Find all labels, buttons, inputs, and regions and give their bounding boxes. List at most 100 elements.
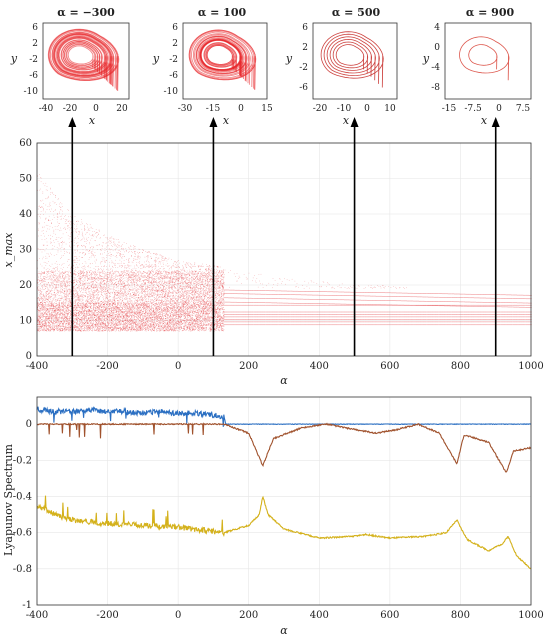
x-tick: 1000 bbox=[518, 610, 543, 621]
lyapunov-lines bbox=[36, 406, 532, 570]
y-tick: -2 bbox=[29, 55, 38, 65]
attractor-orbit bbox=[468, 44, 498, 70]
y-tick: 0 bbox=[26, 419, 32, 430]
y-tick: 6 bbox=[302, 23, 308, 33]
x-tick: -20 bbox=[313, 104, 328, 114]
y-tick: 2 bbox=[172, 39, 178, 49]
inset-title: α = 500 bbox=[332, 6, 381, 19]
x-tick: 0 bbox=[175, 610, 181, 621]
arrow-head bbox=[491, 117, 500, 127]
x-axis-label: x bbox=[481, 114, 488, 127]
y-tick: -10 bbox=[24, 87, 39, 97]
y-tick: -2 bbox=[299, 63, 308, 73]
x-tick: -10 bbox=[337, 104, 352, 114]
inset-alpha-900: α = 900 -15 -7.5 0 7.5 4 0 -4 -8 x y bbox=[422, 6, 532, 127]
y-tick: 0 bbox=[26, 351, 32, 362]
x-tick: -200 bbox=[96, 610, 118, 621]
arrow-head bbox=[209, 117, 218, 127]
y-tick: -10 bbox=[164, 87, 179, 97]
y-tick: 20 bbox=[19, 280, 32, 291]
attractor-orbit bbox=[54, 34, 111, 84]
arrow-head bbox=[350, 117, 359, 127]
attractor-orbit bbox=[53, 33, 112, 84]
y-tick: 10 bbox=[19, 316, 32, 327]
y-tick: 2 bbox=[32, 39, 38, 49]
x-tick: 200 bbox=[239, 361, 258, 372]
x-axis-label: x bbox=[89, 114, 96, 127]
attractor-orbit bbox=[332, 41, 369, 74]
arrow-head bbox=[68, 117, 77, 127]
x-tick: 15 bbox=[261, 104, 273, 114]
attractor-orbit bbox=[52, 32, 113, 86]
x-tick: 10 bbox=[384, 104, 396, 114]
attractor-orbit bbox=[205, 43, 235, 70]
y-tick: 50 bbox=[19, 174, 32, 185]
y-axis-label: y bbox=[152, 52, 160, 65]
axis-ticks: -400 -200 0 200 400 600 800 1000 0 10 20 30 40 50 60 bbox=[19, 138, 543, 372]
x-tick: -40 bbox=[39, 104, 54, 114]
x-tick: 600 bbox=[380, 610, 399, 621]
attractor-orbit bbox=[329, 38, 373, 77]
axis-ticks: -400 -200 0 200 400 600 800 1000 0 -0.2 -0.4 -0.6 -0… bbox=[13, 419, 544, 621]
lyapunov-series-line bbox=[36, 422, 531, 473]
y-tick: -0.8 bbox=[13, 564, 32, 575]
x-tick: 800 bbox=[451, 610, 470, 621]
attractor-orbit bbox=[320, 31, 384, 88]
y-tick: 60 bbox=[19, 138, 32, 149]
inset-title: α = 100 bbox=[198, 6, 247, 19]
x-tick: -15 bbox=[206, 104, 221, 114]
y-axis-label: y bbox=[285, 52, 293, 65]
y-tick: 0 bbox=[434, 43, 440, 53]
x-tick: 7.5 bbox=[516, 104, 531, 114]
grid bbox=[36, 397, 532, 606]
x-tick: 800 bbox=[451, 361, 470, 372]
attractor-orbit bbox=[67, 45, 94, 68]
attractor-plot bbox=[459, 36, 510, 81]
y-tick: -6 bbox=[169, 71, 178, 81]
y-tick: 2 bbox=[302, 43, 308, 53]
attractor-plot bbox=[320, 31, 384, 88]
attractor-orbit bbox=[326, 36, 376, 81]
x-tick: 200 bbox=[239, 610, 258, 621]
y-tick: 6 bbox=[32, 23, 38, 33]
attractor-plot bbox=[188, 29, 257, 90]
x-tick: -20 bbox=[63, 104, 78, 114]
lyapunov-spectrum: -400 -200 0 200 400 600 800 1000 0 -0.2 -0.4 -0.6 -0… bbox=[2, 396, 544, 637]
attractor-orbit bbox=[192, 33, 251, 85]
attractor-orbit bbox=[200, 39, 242, 76]
y-axis-label: Lyapunov Spectrum bbox=[2, 443, 15, 555]
x-tick: -15 bbox=[442, 104, 457, 114]
x-tick: 600 bbox=[380, 361, 399, 372]
x-tick: 0 bbox=[93, 104, 99, 114]
attractor-orbit bbox=[335, 44, 365, 70]
inset-title: α = −300 bbox=[57, 6, 115, 19]
x-tick: 0 bbox=[496, 104, 502, 114]
x-tick: 400 bbox=[310, 610, 329, 621]
x-tick: 0 bbox=[238, 104, 244, 114]
y-tick: 30 bbox=[19, 245, 32, 256]
alpha-arrows bbox=[68, 117, 500, 356]
y-tick: -2 bbox=[169, 55, 178, 65]
attractor-orbit bbox=[459, 36, 510, 81]
y-tick: -6 bbox=[299, 83, 308, 93]
attractor-orbit bbox=[65, 43, 97, 71]
x-axis-label: α bbox=[280, 374, 288, 387]
x-axis-label: α bbox=[280, 624, 288, 637]
inset-title: α = 900 bbox=[466, 6, 515, 19]
y-axis-label: y bbox=[422, 52, 430, 65]
y-tick: -0.2 bbox=[13, 455, 32, 466]
plot-frame bbox=[36, 142, 532, 357]
attractor-orbit bbox=[58, 37, 106, 79]
lyapunov-series-line bbox=[36, 495, 532, 570]
y-axis-label: x_max bbox=[2, 232, 15, 268]
y-tick: -1 bbox=[22, 600, 32, 611]
x-tick: 0 bbox=[175, 361, 181, 372]
y-tick: -6 bbox=[29, 71, 38, 81]
x-tick: 1000 bbox=[518, 361, 543, 372]
attractor-orbit bbox=[51, 32, 114, 87]
attractor-orbit bbox=[56, 36, 108, 81]
bifurcation-points bbox=[37, 174, 532, 332]
attractor-orbit bbox=[66, 44, 96, 70]
y-tick: -8 bbox=[431, 83, 440, 93]
